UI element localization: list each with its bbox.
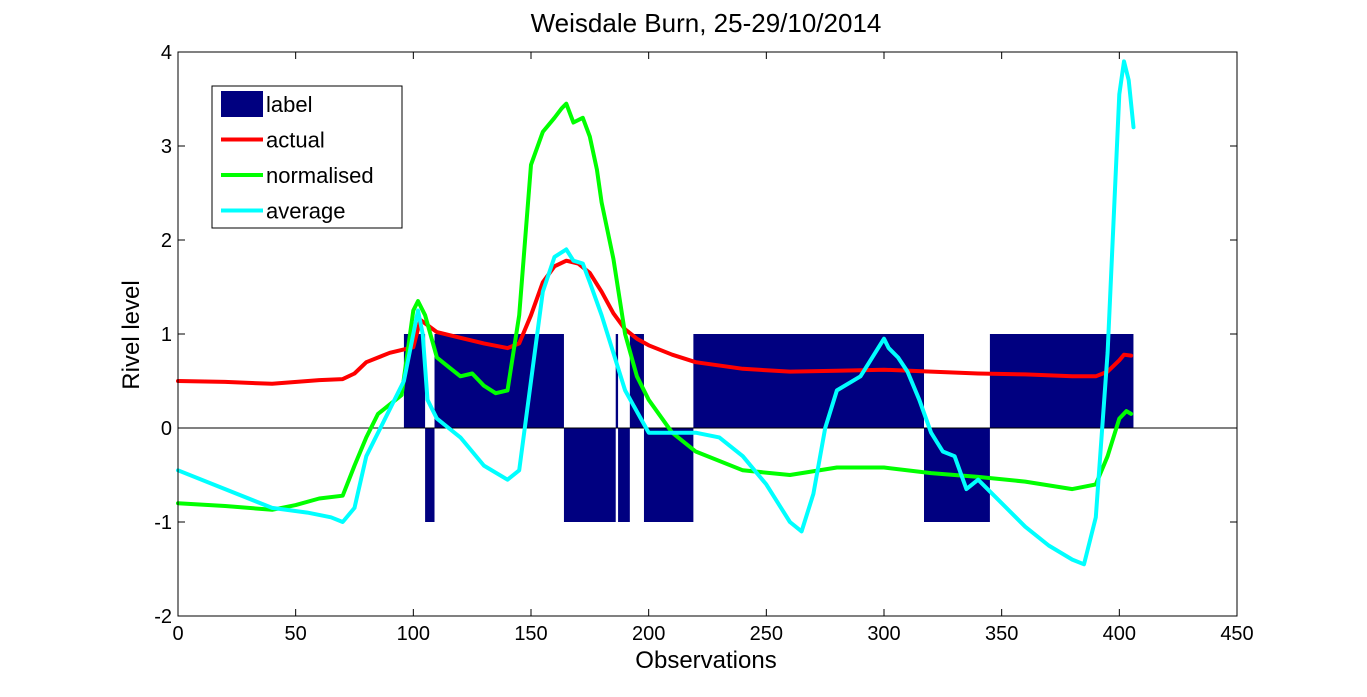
x-tick-label-350: 350 [985,623,1018,645]
label-bar-8 [693,334,925,428]
y-tick-label-2: 2 [161,230,172,252]
label-bar-10 [989,334,1134,428]
y-tick-label-3: 3 [161,136,172,158]
series-line-actual [176,258,1134,386]
x-tick-label-450: 450 [1220,623,1253,645]
y-axis-label: Rivel level [118,280,145,389]
x-tick-label-0: 0 [172,623,183,645]
x-tick-label-150: 150 [514,623,547,645]
label-bar-3 [563,428,616,522]
x-tick-label-250: 250 [750,623,783,645]
x-tick-label-400: 400 [1103,623,1136,645]
x-tick-label-100: 100 [397,623,430,645]
y-tick-label-4: 4 [161,42,172,64]
y-tick-label--1: -1 [154,512,172,534]
y-tick-label-0: 0 [161,418,172,440]
legend-label-average: average [266,199,346,224]
x-tick-label-200: 200 [632,623,665,645]
label-bar-5 [618,428,630,522]
legend-label-actual: actual [266,128,325,153]
label-bar-2 [434,334,564,428]
axis-ticks: 0 50 100 150 200 250 300 350 400 450 -2 -1 0 1 2 3 4 [154,42,1253,645]
legend: label actual normalised average [211,85,403,229]
x-axis-label: Observations [635,647,776,674]
label-bar-4 [615,334,619,428]
x-tick-label-50: 50 [285,623,307,645]
series-line-normalised [176,101,1134,512]
label-bar-1 [425,428,435,522]
legend-swatch-label [221,91,263,117]
plot-area [176,59,1237,567]
legend-label-label: label [266,92,312,117]
series-line-average [176,59,1136,567]
y-tick-label-1: 1 [161,324,172,346]
chart-title: Weisdale Burn, 25-29/10/2014 [531,8,882,38]
legend-label-normalised: normalised [266,163,374,188]
y-tick-label--2: -2 [154,606,172,628]
x-tick-label-300: 300 [867,623,900,645]
